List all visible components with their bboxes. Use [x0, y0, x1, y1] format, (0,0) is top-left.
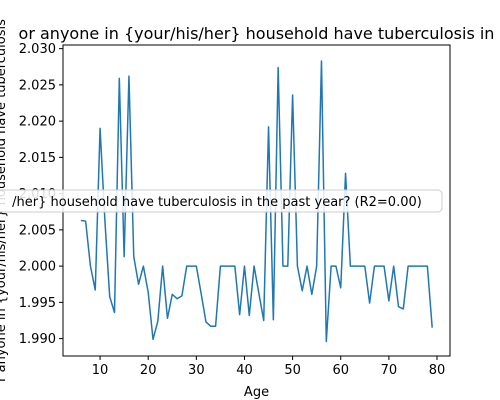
x-tick-label: 30	[188, 363, 205, 378]
x-tick-label: 70	[381, 363, 398, 378]
y-tick-label: 2.000	[19, 260, 56, 275]
y-tick-label: 1.995	[19, 296, 56, 311]
y-tick-label: 2.020	[19, 115, 56, 130]
x-tick-label: 10	[92, 363, 109, 378]
x-tick-label: 40	[236, 363, 253, 378]
x-tick-label: 20	[140, 363, 157, 378]
y-tick-label: 2.030	[19, 42, 56, 57]
x-tick-label: 50	[284, 363, 301, 378]
annotation-text: /her} household have tuberculosis in the…	[12, 195, 422, 210]
y-tick-label: 2.005	[19, 223, 56, 238]
x-tick-label: 60	[332, 363, 349, 378]
x-axis-title: Age	[244, 385, 269, 400]
annotation-box: /her} household have tuberculosis in the…	[0, 190, 442, 212]
x-tick-label: 80	[429, 363, 446, 378]
chart-title: or anyone in {your/his/her} household ha…	[19, 24, 495, 43]
y-tick-label: 1.990	[19, 332, 56, 347]
y-tick-label: 2.025	[19, 78, 56, 93]
y-tick-label: 2.015	[19, 151, 56, 166]
